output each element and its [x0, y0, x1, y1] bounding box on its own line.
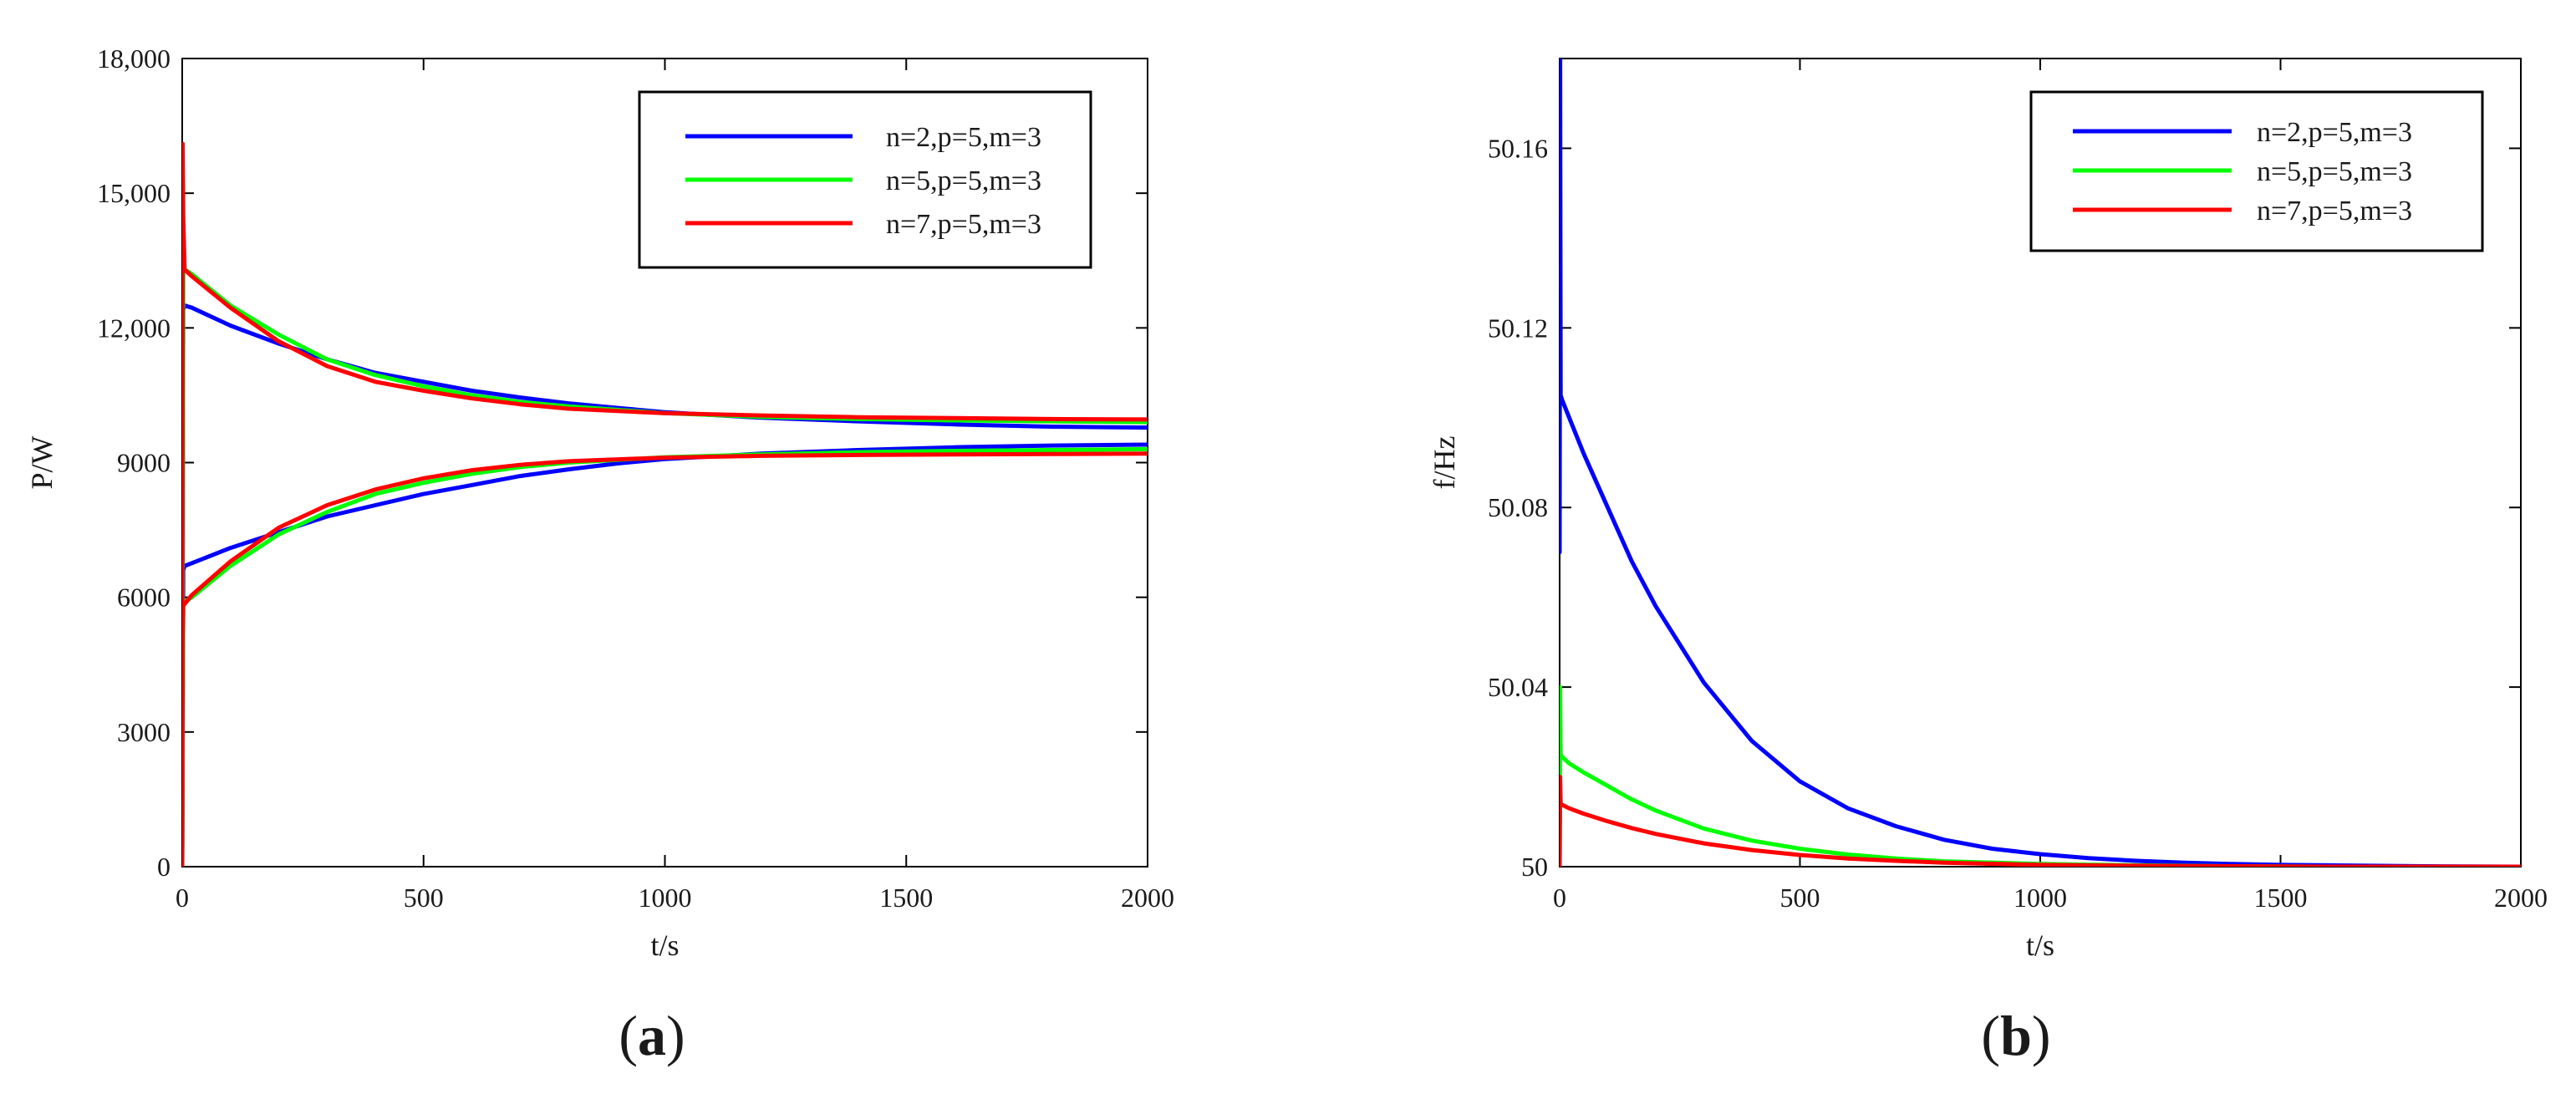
y-tick-label: 9000: [117, 448, 171, 478]
y-tick-label: 50.08: [1488, 492, 1548, 522]
series-line-1-1: [182, 303, 1148, 867]
panel-label: (b): [1981, 1004, 2050, 1067]
legend-label: n=2,p=5,m=3: [886, 122, 1041, 153]
legend-label: n=5,p=5,m=3: [886, 165, 1041, 196]
y-tick-label: 50.16: [1488, 133, 1548, 163]
y-tick-label: 0: [157, 852, 171, 882]
y-tick-label: 6000: [117, 583, 171, 613]
y-axis-title: P/W: [25, 435, 59, 489]
legend: n=2,p=5,m=3 n=5,p=5,m=3 n=7,p=5,m=3: [2029, 90, 2484, 252]
data-lines: [182, 141, 1148, 867]
y-tick-label: 50: [1521, 852, 1548, 882]
x-tick-label: 1500: [2254, 883, 2308, 913]
x-axis-title: t/s: [650, 929, 679, 962]
panel-label: (a): [619, 1004, 685, 1067]
x-tick-label: 0: [176, 883, 189, 913]
series-line-3-1: [182, 141, 1148, 867]
series-line-3-2: [182, 451, 1148, 867]
y-tick-label: 50.04: [1488, 672, 1548, 702]
series-line-3-1: [1560, 775, 2521, 867]
legend-label: n=7,p=5,m=3: [2257, 196, 2412, 226]
x-tick-label: 1000: [2013, 883, 2067, 913]
series-line-1-2: [182, 442, 1148, 867]
y-axis-title: f/Hz: [1428, 436, 1461, 490]
series-line-1-1: [1560, 59, 2521, 867]
x-tick-label: 2000: [1121, 883, 1174, 913]
x-tick-label: 2000: [2494, 883, 2548, 913]
y-tick-label: 15,000: [97, 178, 171, 208]
chart-panel-a: 0 500 1000 1500 2000 0 3000 6000 9000 12,000 15,00…: [25, 43, 1174, 1067]
y-tick-label: 3000: [117, 717, 171, 747]
x-tick-label: 0: [1553, 883, 1566, 913]
x-tick-label: 1000: [639, 883, 692, 913]
legend: n=2,p=5,m=3 n=5,p=5,m=3 n=7,p=5,m=3: [638, 90, 1092, 269]
legend-label: n=7,p=5,m=3: [886, 209, 1041, 240]
y-tick-label: 50.12: [1488, 313, 1548, 343]
legend-label: n=5,p=5,m=3: [2257, 156, 2412, 187]
x-tick-label: 500: [404, 883, 444, 913]
x-axis-title: t/s: [2026, 929, 2054, 962]
y-tick-label: 18,000: [97, 43, 171, 74]
data-lines: [1560, 59, 2521, 867]
x-tick-label: 1500: [879, 883, 933, 913]
y-tick-label: 12,000: [97, 313, 171, 343]
chart-panel-b: 0 500 1000 1500 2000 50 50.04 50.08 50.12 50.16 t/…: [1428, 58, 2548, 1067]
legend-label: n=2,p=5,m=3: [2257, 117, 2412, 148]
x-tick-label: 500: [1780, 883, 1820, 913]
